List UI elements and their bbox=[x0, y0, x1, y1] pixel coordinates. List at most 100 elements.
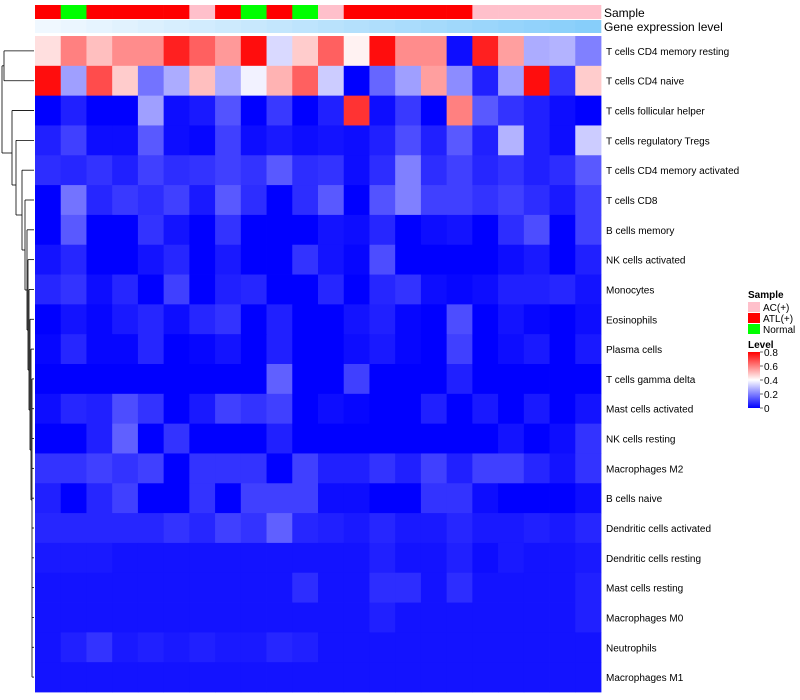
expression-annotation-cell bbox=[35, 20, 62, 33]
heatmap-cell bbox=[292, 542, 319, 574]
heatmap-cell bbox=[292, 632, 319, 663]
heatmap-cell bbox=[472, 453, 499, 484]
heatmap-cell bbox=[318, 185, 345, 216]
heatmap-cell bbox=[420, 274, 448, 305]
heatmap-cell bbox=[163, 185, 190, 216]
heatmap-cell bbox=[318, 95, 345, 126]
heatmap-cell bbox=[60, 513, 87, 544]
heatmap-cell bbox=[318, 36, 345, 67]
row-label: Dendritic cells activated bbox=[606, 524, 711, 535]
heatmap-cell bbox=[523, 483, 550, 514]
heatmap-cell bbox=[112, 155, 139, 186]
expression-annotation-cell bbox=[549, 20, 576, 33]
heatmap-cell bbox=[523, 602, 550, 633]
heatmap-cell bbox=[240, 602, 267, 633]
heatmap-cell bbox=[35, 632, 62, 663]
expression-annotation-cell bbox=[86, 20, 113, 33]
heatmap-cell bbox=[472, 572, 499, 603]
heatmap-cell bbox=[472, 274, 499, 305]
heatmap-cell bbox=[523, 244, 550, 275]
heatmap-cell bbox=[86, 572, 113, 603]
heatmap-cell bbox=[395, 423, 422, 454]
heatmap-cell bbox=[266, 364, 293, 395]
heatmap-cell bbox=[523, 155, 550, 186]
heatmap-cell bbox=[343, 334, 370, 365]
heatmap-cell bbox=[112, 572, 139, 603]
expression-annotation-cell bbox=[446, 20, 473, 33]
heatmap-cell bbox=[35, 185, 62, 216]
expression-annotation-cell bbox=[343, 20, 370, 33]
heatmap-cell bbox=[112, 662, 139, 693]
level-tick-label: 0.2 bbox=[764, 390, 778, 401]
heatmap-cell bbox=[420, 95, 448, 126]
heatmap-cell bbox=[446, 662, 473, 693]
heatmap-cell bbox=[369, 274, 396, 305]
row-label: T cells follicular helper bbox=[606, 107, 705, 118]
heatmap-cell bbox=[86, 602, 113, 633]
heatmap-cell bbox=[35, 334, 62, 365]
heatmap-cell bbox=[575, 304, 602, 335]
heatmap-cell bbox=[137, 483, 165, 514]
heatmap-cell bbox=[137, 155, 165, 186]
heatmap-cell bbox=[163, 453, 190, 484]
heatmap-cell bbox=[215, 185, 242, 216]
heatmap-cell bbox=[420, 542, 448, 574]
expression-annotation-cell bbox=[523, 20, 550, 33]
heatmap-cell bbox=[240, 185, 267, 216]
heatmap-cell bbox=[215, 393, 242, 425]
heatmap-cell bbox=[575, 244, 602, 275]
heatmap-cell bbox=[498, 632, 525, 663]
heatmap-cell bbox=[163, 662, 190, 693]
heatmap-cell bbox=[420, 483, 448, 514]
heatmap-cell bbox=[369, 334, 396, 365]
heatmap-cell bbox=[60, 632, 87, 663]
heatmap-cell bbox=[215, 542, 242, 574]
sample-annotation-cell bbox=[35, 5, 62, 19]
heatmap-cell bbox=[446, 185, 473, 216]
heatmap-cell bbox=[189, 304, 216, 335]
heatmap-cell bbox=[163, 65, 190, 97]
heatmap-cell bbox=[60, 155, 87, 186]
heatmap-cell bbox=[240, 65, 267, 97]
heatmap-cell bbox=[137, 423, 165, 454]
heatmap-cell bbox=[369, 364, 396, 395]
heatmap-cell bbox=[395, 602, 422, 633]
heatmap-cell bbox=[472, 95, 499, 126]
heatmap-cell bbox=[292, 274, 319, 305]
heatmap-cell bbox=[472, 36, 499, 67]
heatmap-cell bbox=[86, 542, 113, 574]
heatmap-cell bbox=[549, 453, 576, 484]
heatmap-cell bbox=[189, 185, 216, 216]
heatmap-cell bbox=[137, 662, 165, 693]
heatmap-cell bbox=[189, 155, 216, 186]
heatmap-cell bbox=[318, 155, 345, 186]
sample-annotation-cell bbox=[369, 5, 396, 19]
heatmap-cell bbox=[369, 125, 396, 156]
expression-annotation-bar bbox=[35, 20, 602, 33]
heatmap-cell bbox=[60, 125, 87, 156]
heatmap-cell bbox=[215, 244, 242, 275]
heatmap-cell bbox=[446, 36, 473, 67]
heatmap-cell bbox=[137, 602, 165, 633]
heatmap-cell bbox=[215, 572, 242, 603]
heatmap-cell bbox=[189, 95, 216, 126]
heatmap-cell bbox=[292, 304, 319, 335]
heatmap-cell bbox=[472, 244, 499, 275]
sample-legend-swatch bbox=[748, 302, 760, 312]
sample-annotation-cell bbox=[575, 5, 602, 19]
heatmap-cell bbox=[215, 274, 242, 305]
heatmap-cell bbox=[112, 125, 139, 156]
expression-annotation-cell bbox=[318, 20, 345, 33]
heatmap-cell bbox=[215, 423, 242, 454]
heatmap-cell bbox=[420, 602, 448, 633]
heatmap-cell bbox=[420, 244, 448, 275]
row-label: NK cells resting bbox=[606, 435, 675, 446]
heatmap-cell bbox=[395, 95, 422, 126]
heatmap-cell bbox=[420, 423, 448, 454]
heatmap-cell bbox=[60, 572, 87, 603]
heatmap-cell bbox=[112, 214, 139, 246]
heatmap-cell bbox=[369, 453, 396, 484]
heatmap-cell bbox=[523, 125, 550, 156]
heatmap-cell bbox=[446, 632, 473, 663]
heatmap-cell bbox=[395, 453, 422, 484]
